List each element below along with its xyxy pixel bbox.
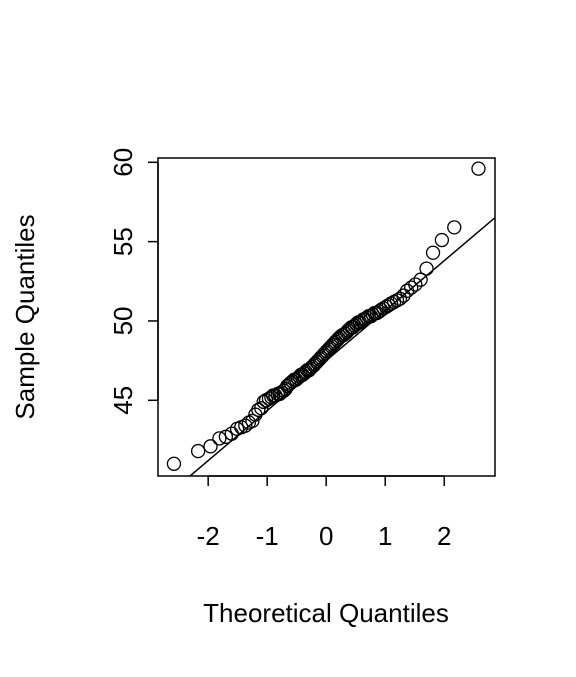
- point: [419, 261, 434, 276]
- x-tick-label: 0: [319, 521, 333, 551]
- x-tick-label: -1: [256, 521, 279, 551]
- qq-line: [188, 217, 495, 476]
- point: [408, 277, 423, 292]
- y-tick-label: 45: [108, 386, 138, 415]
- y-tick-label: 60: [108, 148, 138, 177]
- y-tick-label: 55: [108, 227, 138, 256]
- plot-box: [157, 157, 496, 477]
- point: [251, 402, 266, 417]
- point: [190, 443, 206, 459]
- x-axis-label: Theoretical Quantiles: [203, 598, 449, 628]
- point: [238, 418, 253, 433]
- y-tick-label: 50: [108, 307, 138, 336]
- point: [245, 413, 260, 429]
- point: [203, 439, 218, 454]
- point: [379, 299, 394, 314]
- line-clip: [188, 217, 495, 476]
- x-tick-label: 2: [437, 521, 451, 551]
- point: [396, 288, 411, 303]
- point: [471, 161, 486, 176]
- point: [413, 272, 428, 287]
- point: [404, 280, 419, 295]
- point: [212, 431, 227, 446]
- point: [392, 291, 408, 306]
- point: [166, 456, 182, 471]
- point: [447, 220, 462, 235]
- y-axis-label: Sample Quantiles: [10, 214, 40, 419]
- x-tick-label: -2: [197, 521, 220, 551]
- point: [434, 232, 450, 248]
- point: [425, 245, 441, 260]
- x-tick-label: 1: [378, 521, 392, 551]
